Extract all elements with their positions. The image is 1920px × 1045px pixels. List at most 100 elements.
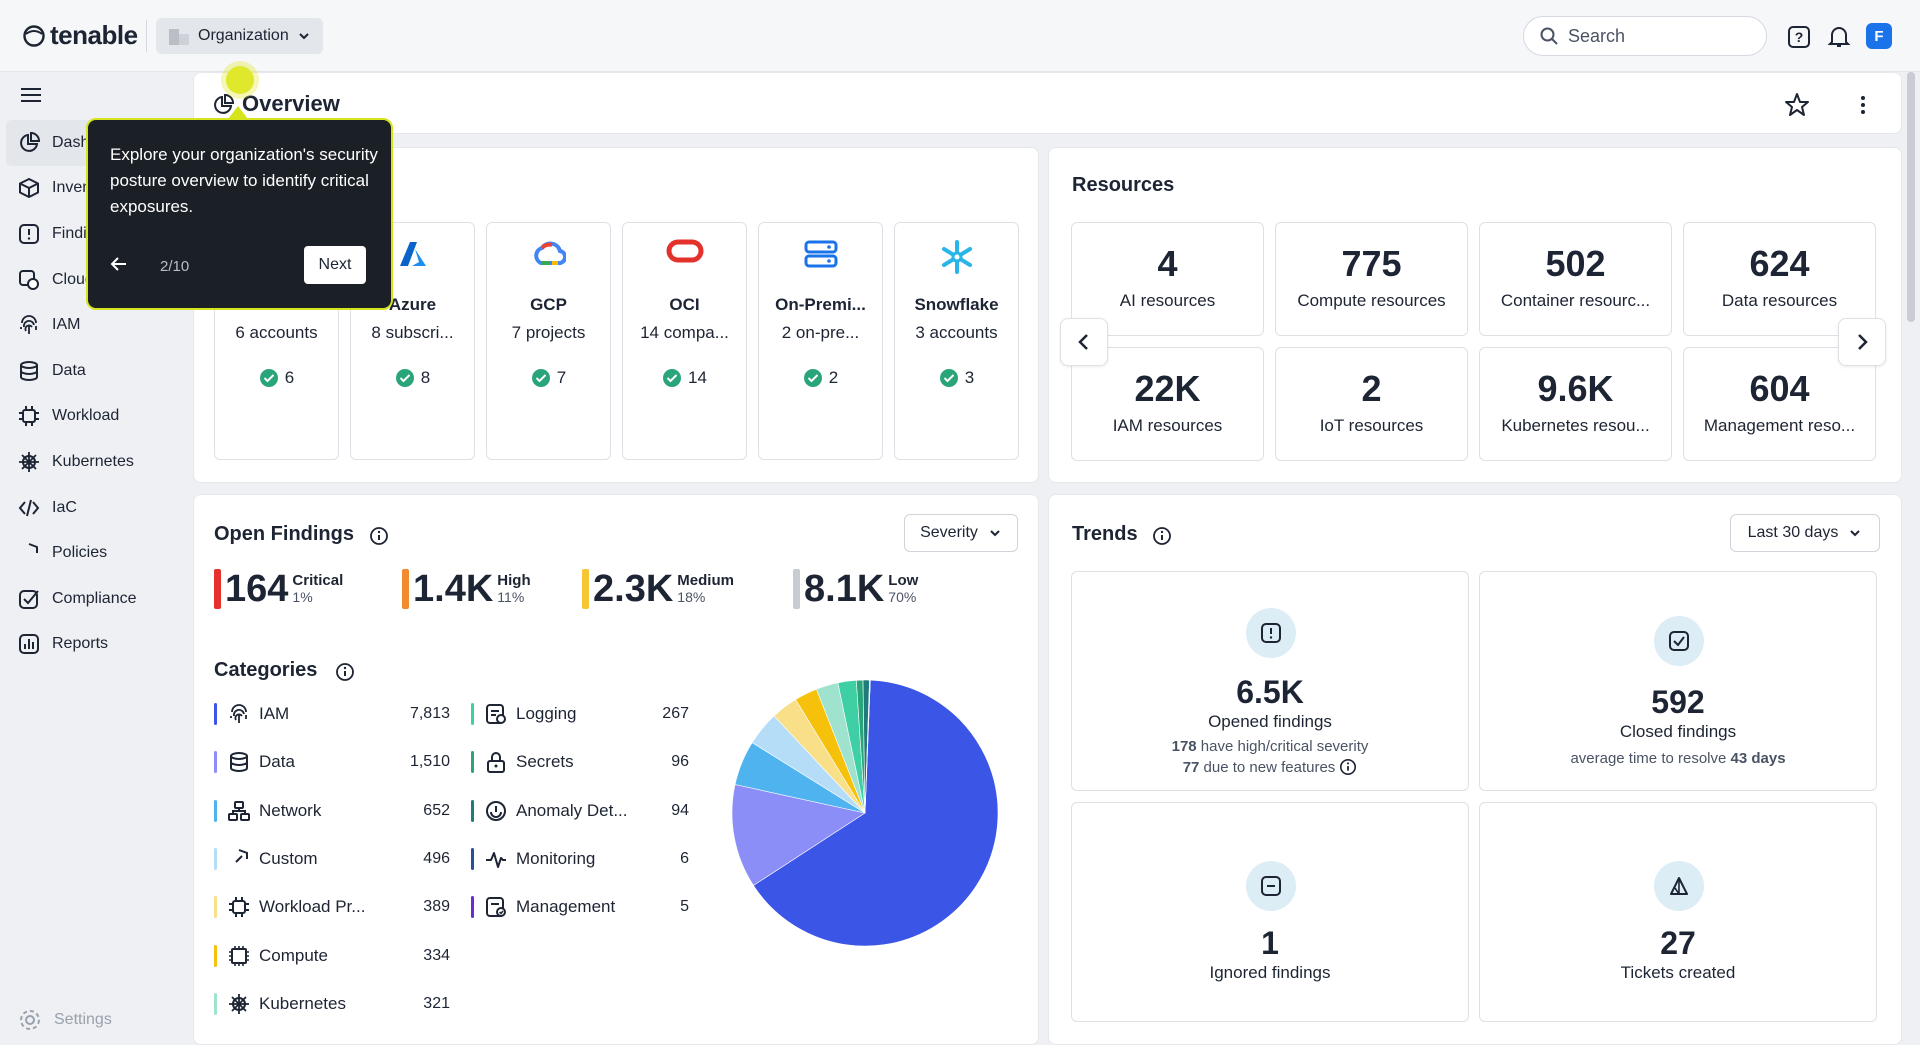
scrollbar[interactable] — [1907, 72, 1915, 322]
sidebar-item-iac[interactable]: IaC — [0, 485, 186, 531]
sidebar-item-compliance[interactable]: Compliance — [0, 576, 186, 622]
resource-card[interactable]: 624 Data resources — [1683, 222, 1876, 336]
bell-icon[interactable] — [1826, 24, 1852, 50]
account-card[interactable]: GCP 7 projects 7 — [486, 222, 611, 460]
info-icon[interactable] — [1339, 758, 1357, 776]
resource-card[interactable]: 22K IAM resources — [1071, 347, 1264, 461]
cloud-icon — [18, 269, 40, 291]
account-count: 2 — [828, 368, 839, 387]
sidebar-item-reports[interactable]: Reports — [0, 622, 186, 668]
closed-findings-card[interactable]: 592 Closed findings average time to reso… — [1479, 571, 1877, 791]
trends-title: Trends — [1072, 523, 1138, 545]
category-item[interactable]: IAM 7,813 — [214, 701, 450, 727]
sidebar-item-iam[interactable]: IAM — [0, 302, 186, 348]
categories-pie-chart — [731, 679, 999, 947]
info-icon[interactable] — [335, 662, 355, 682]
severity-value: 8.1K — [804, 568, 885, 610]
category-item[interactable]: Workload Pr... 389 — [214, 894, 450, 920]
account-sub: 8 subscri... — [371, 323, 454, 342]
category-item[interactable]: Kubernetes 321 — [214, 991, 450, 1017]
help-icon[interactable]: ? — [1786, 24, 1812, 50]
category-value: 6 — [680, 849, 689, 867]
category-color — [214, 751, 217, 774]
account-card[interactable]: Azure 8 subscri... 8 — [350, 222, 475, 460]
sidebar-item-kubernetes[interactable]: Kubernetes — [0, 439, 186, 485]
organization-selector[interactable]: Organization — [156, 18, 323, 54]
category-item[interactable]: Monitoring 6 — [471, 846, 689, 872]
sidebar-item-workload[interactable]: Workload — [0, 394, 186, 440]
category-item[interactable]: Secrets 96 — [471, 749, 689, 775]
pie-slice-data[interactable] — [731, 784, 866, 886]
sidebar-item-data[interactable]: Data — [0, 348, 186, 394]
tickets-created-card[interactable]: 27 Tickets created — [1479, 802, 1877, 1022]
search-input[interactable]: Search — [1523, 16, 1767, 56]
resources-next-button[interactable] — [1838, 318, 1886, 366]
category-color — [471, 799, 474, 822]
page-title: Overview — [242, 91, 340, 116]
info-icon[interactable] — [1152, 526, 1172, 546]
resource-card[interactable]: 9.6K Kubernetes resou... — [1479, 347, 1672, 461]
account-card[interactable]: On-Premi... 2 on-pre... 2 — [758, 222, 883, 460]
chip-icon — [18, 405, 40, 427]
ignored-findings-card[interactable]: 1 Ignored findings — [1071, 802, 1469, 1022]
account-card[interactable]: OCI 14 compa... 14 — [622, 222, 747, 460]
check-circle-icon — [395, 368, 415, 388]
category-item[interactable]: Custom 496 — [214, 846, 450, 872]
resources-prev-button[interactable] — [1060, 318, 1108, 366]
account-status: 7 — [487, 368, 610, 388]
resolve-time-text: average time to resolve — [1570, 750, 1731, 767]
severity-label: Low — [888, 572, 919, 589]
info-icon[interactable] — [369, 526, 389, 546]
pie-slice-iam[interactable] — [753, 679, 999, 947]
severity-critical[interactable]: 164 Critical 1% — [214, 569, 343, 609]
sidebar-item-policies[interactable]: Policies — [0, 530, 186, 576]
resource-value: 604 — [1749, 368, 1810, 409]
pie-slice-management[interactable] — [864, 679, 871, 814]
account-card[interactable]: Snowflake 3 accounts 3 — [894, 222, 1019, 460]
opened-findings-value: 6.5K — [1236, 674, 1304, 710]
category-item[interactable]: Data 1,510 — [214, 749, 450, 775]
sidebar-item-cloud[interactable]: Cloud — [0, 257, 186, 303]
resource-card[interactable]: 502 Container resourc... — [1479, 222, 1672, 336]
sidebar-item-settings[interactable]: Settings — [18, 1008, 112, 1032]
category-item[interactable]: Management 5 — [471, 894, 689, 920]
severity-label: Critical — [292, 572, 344, 589]
severity-text: Low 70% — [888, 569, 918, 605]
resource-card[interactable]: 4 AI resources — [1071, 222, 1264, 336]
category-name: Management — [516, 897, 616, 917]
custom-shield-icon — [227, 847, 251, 871]
severity-dropdown-label: Severity — [920, 524, 978, 541]
category-item[interactable]: Logging 267 — [471, 701, 689, 727]
severity-high[interactable]: 1.4K High 11% — [402, 569, 531, 609]
resource-card[interactable]: 2 IoT resources — [1275, 347, 1468, 461]
tour-beacon[interactable] — [226, 66, 254, 94]
category-color — [471, 847, 474, 870]
tenable-logo[interactable]: tenable — [22, 20, 138, 51]
resource-value: 624 — [1749, 243, 1810, 284]
severity-dropdown[interactable]: Severity — [904, 514, 1018, 552]
account-card[interactable]: 6 accounts 6 — [214, 222, 339, 460]
resource-card[interactable]: 775 Compute resources — [1275, 222, 1468, 336]
tooltip-next-button[interactable]: Next — [304, 246, 366, 284]
category-item[interactable]: Compute 334 — [214, 943, 450, 969]
database-icon — [18, 360, 40, 382]
resource-card[interactable]: 604 Management reso... — [1683, 347, 1876, 461]
check-circle-icon — [259, 368, 279, 388]
avatar[interactable]: F — [1866, 23, 1892, 49]
category-name: Kubernetes — [259, 993, 346, 1013]
database-icon — [227, 750, 251, 774]
top-bar: tenable Organization Search ? F — [0, 0, 1920, 72]
category-item[interactable]: Anomaly Det... 94 — [471, 798, 689, 824]
time-range-dropdown[interactable]: Last 30 days — [1730, 514, 1880, 552]
more-vertical-icon[interactable] — [1859, 94, 1867, 116]
menu-icon[interactable] — [20, 86, 42, 104]
severity-low[interactable]: 8.1K Low 70% — [793, 569, 918, 609]
category-color — [214, 799, 217, 822]
star-icon[interactable] — [1784, 92, 1810, 118]
severity-bar — [582, 569, 589, 609]
opened-findings-card[interactable]: 6.5K Opened findings 178 have high/criti… — [1071, 571, 1469, 791]
severity-medium[interactable]: 2.3K Medium 18% — [582, 569, 734, 609]
category-item[interactable]: Network 652 — [214, 798, 450, 824]
severity-bar — [402, 569, 409, 609]
tooltip-back-button[interactable] — [110, 256, 128, 272]
